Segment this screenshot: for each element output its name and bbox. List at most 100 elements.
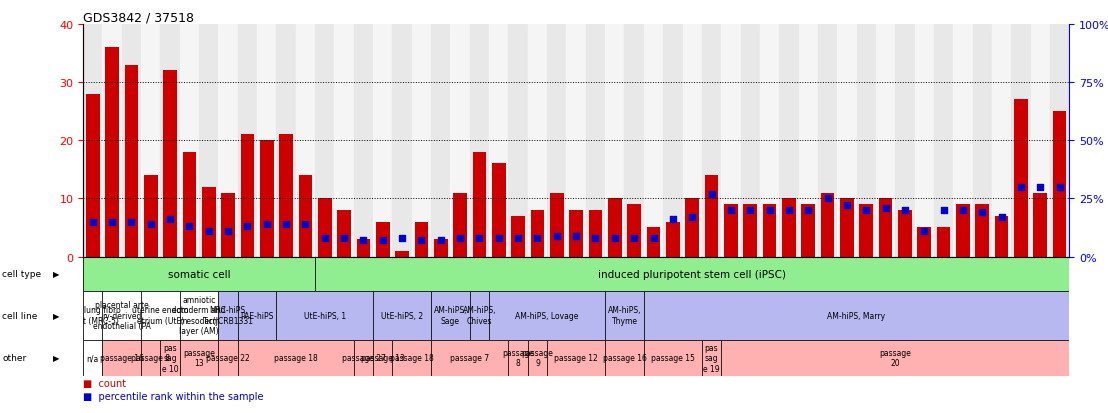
Point: [973, 209, 991, 216]
Bar: [240, 135, 254, 257]
Text: induced pluripotent stem cell (iPSC): induced pluripotent stem cell (iPSC): [598, 269, 787, 279]
Bar: [605, 340, 644, 376]
Text: UtE-hiPS, 1: UtE-hiPS, 1: [304, 311, 346, 320]
Point: [838, 202, 855, 209]
Bar: [547, 25, 566, 257]
Point: [277, 221, 295, 228]
Bar: [799, 25, 818, 257]
Bar: [492, 164, 505, 257]
Bar: [489, 291, 605, 340]
Point: [336, 235, 353, 242]
Bar: [917, 228, 931, 257]
Text: AM-hiPS,
Sage: AM-hiPS, Sage: [433, 306, 468, 325]
Bar: [701, 25, 721, 257]
Text: PAE-hiPS: PAE-hiPS: [240, 311, 274, 320]
Bar: [199, 25, 218, 257]
Point: [373, 237, 391, 244]
Point: [199, 228, 217, 235]
Bar: [470, 25, 489, 257]
Point: [664, 216, 681, 223]
Point: [567, 233, 585, 240]
Bar: [102, 25, 122, 257]
Text: passage 8: passage 8: [131, 354, 171, 362]
Bar: [762, 205, 777, 257]
Bar: [856, 25, 875, 257]
Bar: [566, 25, 586, 257]
Point: [510, 235, 527, 242]
Point: [84, 219, 102, 225]
Point: [123, 219, 141, 225]
Bar: [1053, 112, 1066, 257]
Bar: [144, 176, 157, 257]
Bar: [644, 25, 664, 257]
Bar: [801, 205, 815, 257]
Bar: [721, 25, 740, 257]
Bar: [740, 25, 760, 257]
Text: ■  count: ■ count: [83, 378, 126, 388]
Point: [780, 207, 798, 214]
Bar: [373, 340, 392, 376]
Bar: [392, 340, 431, 376]
Bar: [218, 291, 238, 340]
Bar: [102, 291, 141, 340]
Text: passage 16: passage 16: [100, 354, 144, 362]
Point: [162, 216, 179, 223]
Text: somatic cell: somatic cell: [167, 269, 230, 279]
Bar: [83, 340, 102, 376]
Bar: [161, 340, 179, 376]
Text: passage 16: passage 16: [603, 354, 646, 362]
Bar: [125, 65, 138, 257]
Bar: [1030, 25, 1050, 257]
Point: [722, 207, 740, 214]
Bar: [586, 25, 605, 257]
Bar: [701, 340, 721, 376]
Bar: [373, 25, 392, 257]
Bar: [779, 25, 799, 257]
Bar: [141, 291, 179, 340]
Bar: [315, 257, 1069, 291]
Point: [586, 235, 604, 242]
Bar: [608, 199, 622, 257]
Bar: [914, 25, 934, 257]
Point: [548, 233, 566, 240]
Point: [258, 221, 276, 228]
Bar: [1034, 193, 1047, 257]
Bar: [818, 25, 838, 257]
Text: pas
sag
e 19: pas sag e 19: [704, 343, 720, 373]
Text: amniotic
ectoderm and
mesoderm
layer (AM): amniotic ectoderm and mesoderm layer (AM…: [173, 295, 226, 335]
Text: passage
8: passage 8: [502, 348, 534, 368]
Text: passage
20: passage 20: [880, 348, 911, 368]
Bar: [202, 187, 216, 257]
Bar: [1012, 25, 1030, 257]
Bar: [141, 25, 161, 257]
Bar: [453, 193, 466, 257]
Point: [393, 235, 411, 242]
Point: [219, 228, 237, 235]
Bar: [547, 340, 605, 376]
Bar: [509, 25, 527, 257]
Text: passage 27: passage 27: [341, 354, 386, 362]
Text: pas
sag
e 10: pas sag e 10: [162, 343, 178, 373]
Text: fetal lung fibro
blast (MRC-5): fetal lung fibro blast (MRC-5): [64, 306, 121, 325]
Bar: [83, 25, 102, 257]
Bar: [396, 251, 409, 257]
Bar: [509, 340, 527, 376]
Point: [142, 221, 160, 228]
Bar: [995, 216, 1008, 257]
Bar: [550, 193, 564, 257]
Point: [412, 237, 430, 244]
Point: [741, 207, 759, 214]
Bar: [376, 222, 390, 257]
Text: passage 15: passage 15: [650, 354, 695, 362]
Bar: [179, 291, 218, 340]
Point: [238, 223, 256, 230]
Bar: [570, 211, 583, 257]
Text: passage 7: passage 7: [450, 354, 490, 362]
Bar: [238, 340, 353, 376]
Bar: [141, 340, 161, 376]
Bar: [353, 25, 373, 257]
Text: UtE-hiPS, 2: UtE-hiPS, 2: [381, 311, 423, 320]
Bar: [105, 48, 119, 257]
Bar: [183, 152, 196, 257]
Text: AM-hiPS, Lovage: AM-hiPS, Lovage: [515, 311, 578, 320]
